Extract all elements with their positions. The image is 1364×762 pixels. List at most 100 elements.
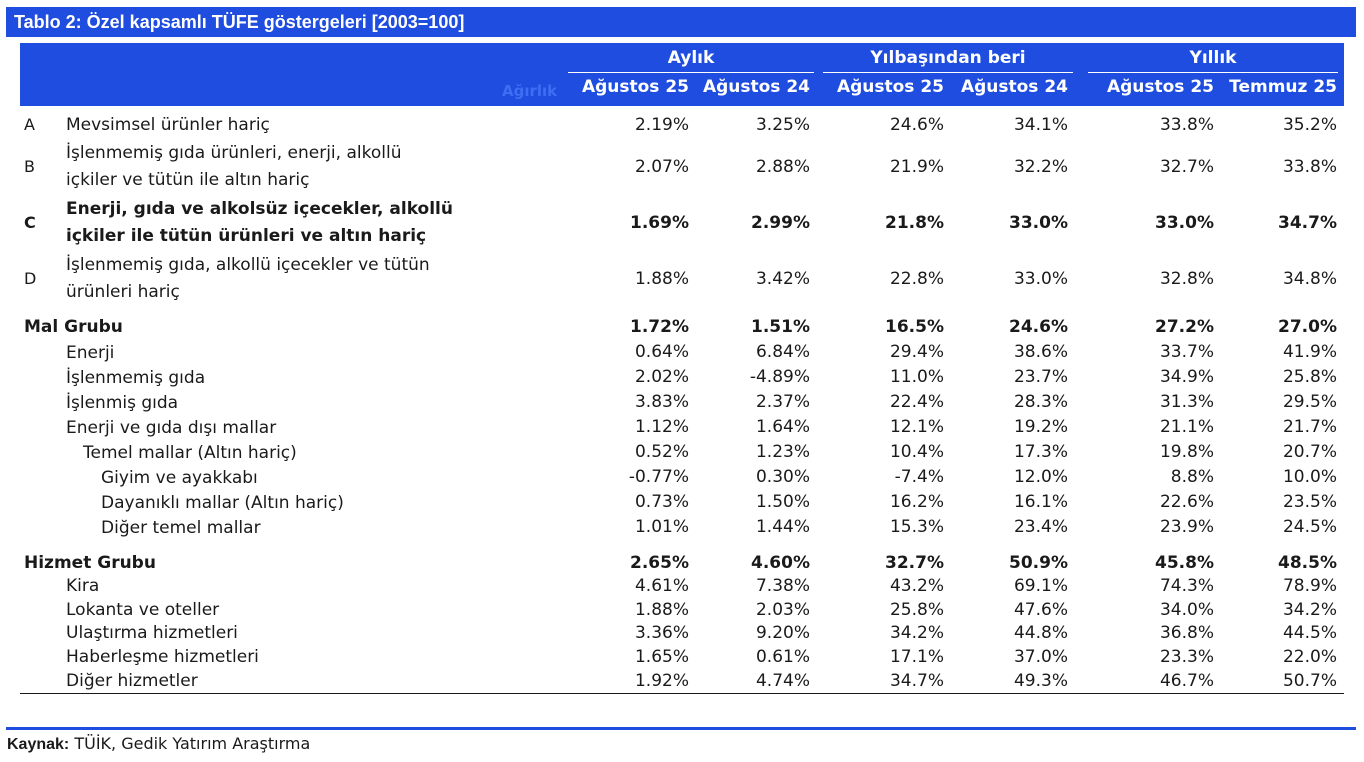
row-label: Kira	[66, 576, 100, 596]
table-cell: 0.30%	[755, 467, 810, 487]
column-header: Ağustos 25	[1106, 77, 1214, 97]
row-label: Ulaştırma hizmetleri	[66, 623, 238, 643]
table-cell: 1.01%	[634, 517, 689, 537]
table-cell: 34.1%	[1013, 115, 1068, 135]
table-cell: 22.8%	[889, 269, 944, 289]
table-cell: 23.4%	[1013, 517, 1068, 537]
row-label: Haberleşme hizmetleri	[66, 647, 259, 667]
table-cell: 21.8%	[885, 213, 944, 233]
table-cell: 35.2%	[1282, 115, 1337, 135]
table-cell: 11.0%	[889, 367, 944, 387]
table-cell: 33.7%	[1159, 342, 1214, 362]
table-cell: 2.03%	[755, 600, 810, 620]
table-row: İşlenmemiş gıda 2.02% -4.89% 11.0% 23.7% 34.9…	[20, 365, 1344, 390]
table-cell: 1.64%	[755, 417, 810, 437]
table-cell: 1.23%	[755, 442, 810, 462]
table-row: Kira 4.61% 7.38% 43.2% 69.1% 74.3% 78.9%	[20, 574, 1344, 598]
table-cell: 16.5%	[885, 317, 944, 337]
table-cell: 1.88%	[634, 600, 689, 620]
table-cell: 2.02%	[634, 367, 689, 387]
table-cell: 50.7%	[1282, 671, 1337, 691]
table-row: Ulaştırma hizmetleri 3.36% 9.20% 34.2% 44.8%…	[20, 621, 1344, 645]
table-cell: 23.9%	[1159, 517, 1214, 537]
row-label: Hizmet Grubu	[24, 553, 156, 573]
table-cell: 0.52%	[634, 442, 689, 462]
table-cell: 2.88%	[755, 157, 810, 177]
table-row: Hizmet Grubu 2.65% 4.60% 32.7% 50.9% 45.8% 48.…	[20, 550, 1344, 576]
table-cell: 1.92%	[634, 671, 689, 691]
table-cell: 69.1%	[1013, 576, 1068, 596]
table-row: C Enerji, gıda ve alkolsüz içecekler, alk…	[20, 196, 1344, 250]
table-cell: 2.37%	[755, 392, 810, 412]
table-cell: 3.42%	[755, 269, 810, 289]
table-cell: 1.50%	[755, 492, 810, 512]
row-label: İşlenmemiş gıda	[66, 368, 206, 388]
row-label: İşlenmemiş gıda, alkollü içecekler ve tü…	[66, 255, 430, 275]
table-cell: 34.0%	[1159, 600, 1214, 620]
table-cell: 33.0%	[1155, 213, 1214, 233]
row-label: Diğer temel mallar	[101, 518, 261, 538]
table-cell: 32.7%	[1159, 157, 1214, 177]
table-row: Temel mallar (Altın hariç) 0.52% 1.23% 10.4…	[20, 440, 1344, 465]
table-cell: 21.9%	[889, 157, 944, 177]
table-cell: 3.25%	[755, 115, 810, 135]
column-header: Ağustos 25	[836, 77, 944, 97]
table-cell: 2.99%	[751, 213, 810, 233]
table-cell: 12.0%	[1013, 467, 1068, 487]
table-cell: 10.4%	[889, 442, 944, 462]
row-label: Enerji ve gıda dışı mallar	[66, 418, 277, 438]
table-cell: 50.9%	[1009, 553, 1068, 573]
table-cell: 34.2%	[1282, 600, 1337, 620]
row-label: Temel mallar (Altın hariç)	[83, 443, 297, 463]
table-cell: 24.5%	[1282, 517, 1337, 537]
table-cell: 74.3%	[1159, 576, 1214, 596]
table-cell: 6.84%	[755, 342, 810, 362]
table-cell: 33.8%	[1282, 157, 1337, 177]
table-cell: 43.2%	[889, 576, 944, 596]
table-cell: 27.2%	[1155, 317, 1214, 337]
table-cell: 49.3%	[1013, 671, 1068, 691]
table-cell: 0.73%	[634, 492, 689, 512]
table-bottom-rule	[20, 693, 1344, 694]
table-cell: 23.7%	[1013, 367, 1068, 387]
table-row: D İşlenmemiş gıda, alkollü içecekler ve t…	[20, 252, 1344, 306]
source-text: TÜİK, Gedik Yatırım Araştırma	[69, 734, 311, 753]
table-cell: 33.0%	[1013, 269, 1068, 289]
group-header-ytd: Yılbaşından beri	[870, 48, 1026, 68]
table-cell: 4.60%	[751, 553, 810, 573]
table-cell: 44.5%	[1282, 623, 1337, 643]
table-cell: 34.2%	[889, 623, 944, 643]
row-code: C	[24, 213, 36, 232]
row-code: D	[24, 269, 37, 288]
table-cell: 36.8%	[1159, 623, 1214, 643]
group-header-annual: Yıllık	[1189, 48, 1237, 68]
table-cell: 1.88%	[634, 269, 689, 289]
column-header: Ağustos 25	[581, 77, 689, 97]
row-label: Mevsimsel ürünler hariç	[66, 115, 270, 135]
table-cell: 23.5%	[1282, 492, 1337, 512]
table-row: A Mevsimsel ürünler hariç 2.19% 3.25% 24.6% 3…	[20, 112, 1344, 138]
row-code: B	[24, 157, 35, 176]
table-cell: 41.9%	[1282, 342, 1337, 362]
table-cell: 7.38%	[755, 576, 810, 596]
table-cell: 32.7%	[885, 553, 944, 573]
table-cell: -0.77%	[628, 467, 689, 487]
table-cell: 1.69%	[630, 213, 689, 233]
table-row: Haberleşme hizmetleri 1.65% 0.61% 17.1% 37.0…	[20, 645, 1344, 669]
table-cell: 1.44%	[755, 517, 810, 537]
group-underline	[823, 72, 1073, 73]
table-cell: 38.6%	[1013, 342, 1068, 362]
table-cell: 20.7%	[1282, 442, 1337, 462]
table-row: Lokanta ve oteller 1.88% 2.03% 25.8% 47.6% 34…	[20, 598, 1344, 622]
table-row: Diğer temel mallar 1.01% 1.44% 15.3% 23.4% 23…	[20, 515, 1344, 540]
table-cell: 19.8%	[1159, 442, 1214, 462]
table-cell: 21.7%	[1282, 417, 1337, 437]
table-cell: 47.6%	[1013, 600, 1068, 620]
table-cell: 4.61%	[634, 576, 689, 596]
table-row: İşlenmiş gıda 3.83% 2.37% 22.4% 28.3% 31.3% 29…	[20, 390, 1344, 415]
table-cell: 33.0%	[1009, 213, 1068, 233]
table-cell: 0.61%	[755, 647, 810, 667]
table-row: Enerji ve gıda dışı mallar 1.12% 1.64% 12.1…	[20, 415, 1344, 440]
row-label: İşlenmiş gıda	[66, 393, 179, 413]
row-label-continued: içkiler ve tütün ile altın hariç	[66, 170, 310, 190]
